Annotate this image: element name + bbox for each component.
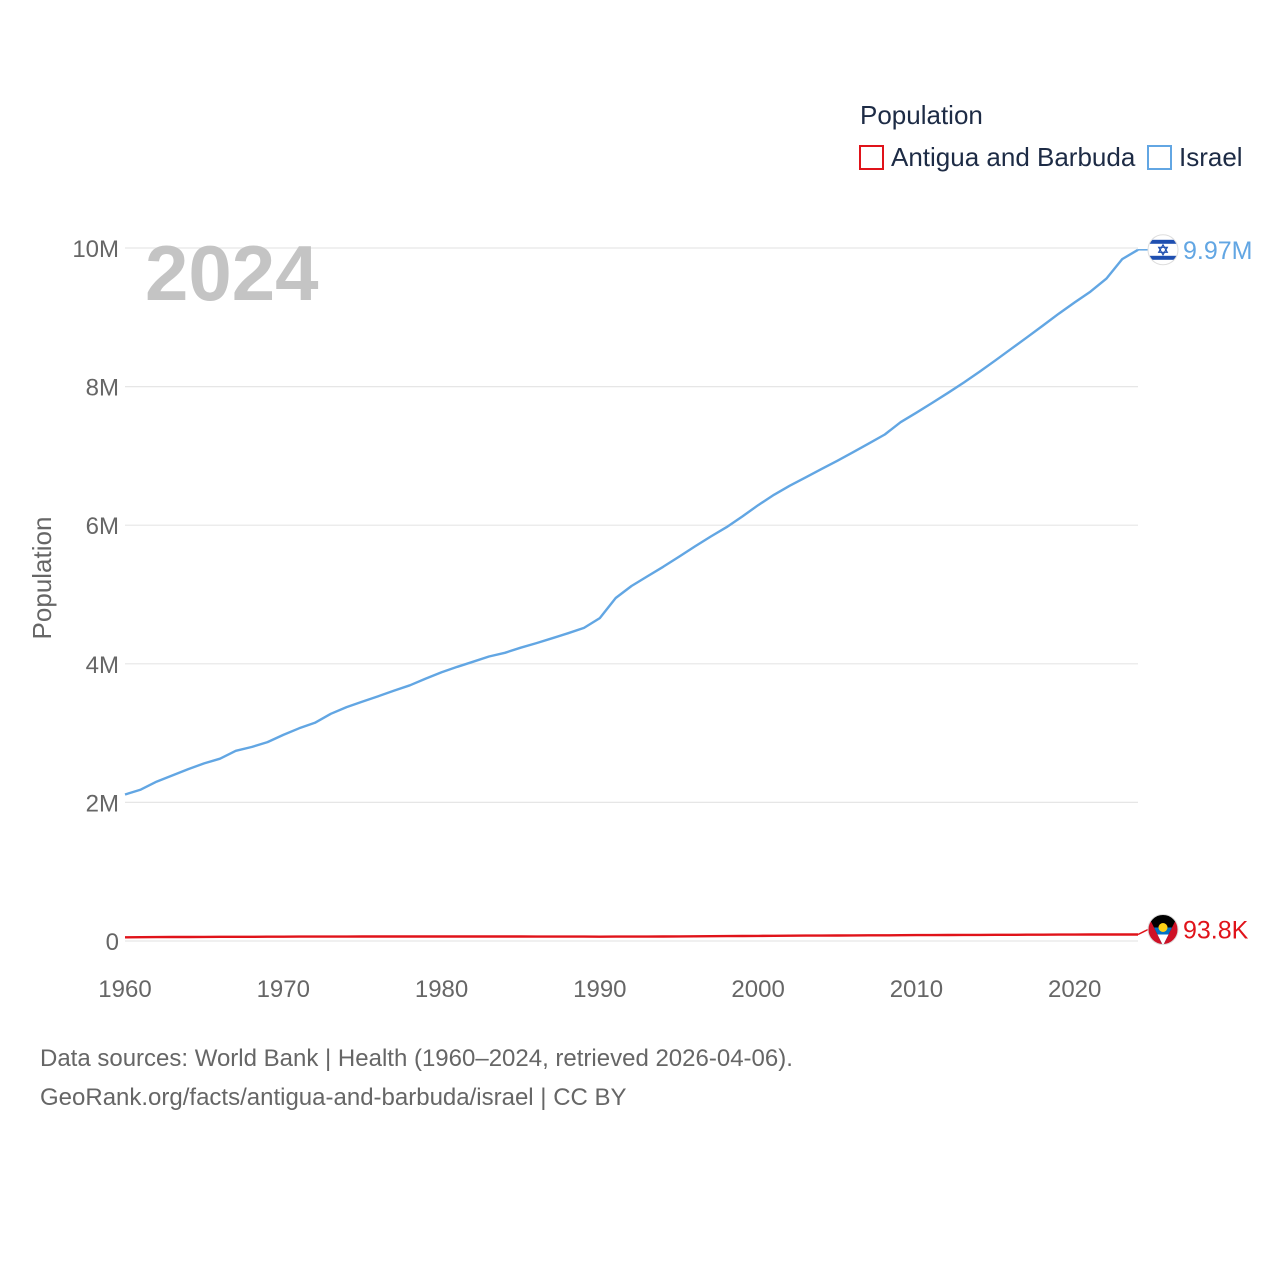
y-tick-label: 2M [86, 790, 119, 817]
legend: Population Antigua and Barbuda Israel [859, 100, 1243, 172]
end-value-label: 9.97M [1183, 237, 1252, 265]
end-value-label: 93.8K [1183, 916, 1249, 944]
source-link[interactable]: GeoRank.org/facts/antigua-and-barbuda/is… [40, 1084, 627, 1111]
x-tick-label: 1980 [415, 976, 468, 1003]
israel-flag-icon [1138, 234, 1179, 266]
legend-item-antigua-and-barbuda[interactable]: Antigua and Barbuda [859, 142, 1136, 172]
y-tick-label: 6M [86, 513, 119, 540]
antigua-flag-icon [1137, 913, 1179, 945]
series-line-antigua-and-barbuda[interactable] [124, 933, 1138, 939]
legend-label: Antigua and Barbuda [891, 142, 1136, 172]
y-axis-ticks: 0 2M 4M 6M 8M 10M [72, 236, 119, 956]
x-axis-ticks: 1960 1970 1980 1990 2000 2010 2020 [98, 976, 1101, 1003]
source-note: Data sources: World Bank | Health (1960–… [40, 1045, 793, 1072]
x-tick-label: 1990 [573, 976, 626, 1003]
legend-title: Population [860, 100, 983, 130]
x-tick-label: 2000 [731, 976, 784, 1003]
x-tick-label: 1970 [257, 976, 310, 1003]
y-tick-label: 10M [72, 236, 119, 263]
x-tick-label: 2010 [890, 976, 943, 1003]
legend-swatch[interactable] [1147, 145, 1172, 170]
y-axis-label: Population [27, 517, 57, 640]
series-line-israel[interactable] [124, 248, 1139, 796]
y-tick-label: 8M [86, 375, 119, 402]
y-tick-label: 4M [86, 652, 119, 679]
y-tick-label: 0 [106, 929, 119, 956]
legend-item-israel[interactable]: Israel [1147, 142, 1243, 172]
x-tick-label: 2020 [1048, 976, 1101, 1003]
end-markers: 93.8K 9.97M [1137, 234, 1252, 945]
x-tick-label: 1960 [98, 976, 151, 1003]
legend-swatch[interactable] [859, 145, 884, 170]
series-lines [124, 248, 1139, 939]
year-display: 2024 [145, 229, 319, 317]
gridlines [125, 247, 1138, 942]
legend-label: Israel [1179, 142, 1243, 172]
